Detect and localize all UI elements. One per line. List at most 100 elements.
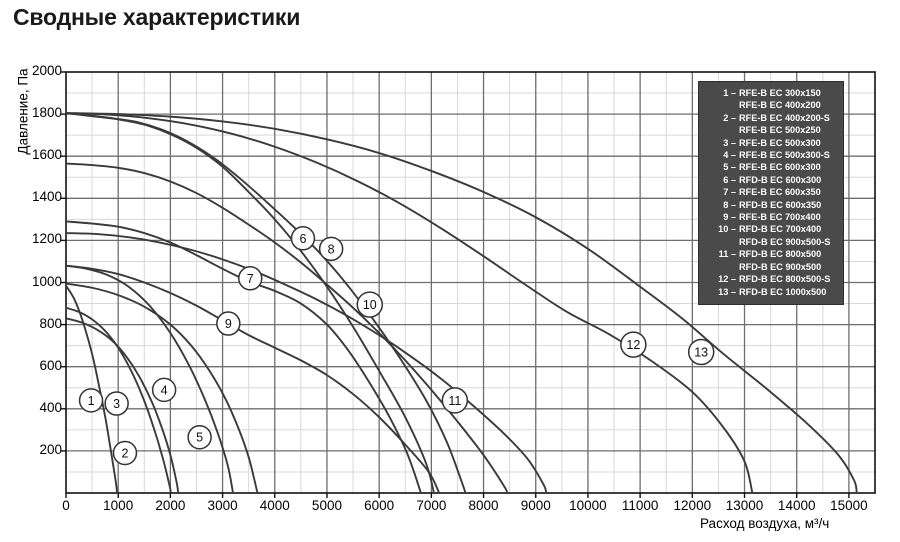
legend-item: 6 – RFD-B EC 600x300 — [705, 174, 837, 186]
legend-item-label: RFE-B EC 500x250 — [739, 125, 821, 136]
marker-6: 6 — [290, 226, 316, 251]
legend-item-number — [705, 261, 739, 273]
legend-item-number: 9 – — [723, 212, 736, 223]
curve-4 — [65, 264, 234, 494]
svg-text:9: 9 — [225, 317, 232, 331]
legend-item: 1 – RFE-B EC 300x150 — [705, 87, 837, 99]
legend-item: RFE-B EC 400x200 — [705, 99, 837, 111]
curve-7 — [65, 220, 422, 494]
x-tick-label: 6000 — [364, 498, 395, 513]
legend-item-number — [705, 236, 739, 248]
y-tick-label: 800 — [39, 315, 62, 331]
y-tick-label: 1800 — [31, 105, 62, 121]
legend-item-number: 1 – — [723, 88, 736, 98]
curve-5 — [65, 282, 259, 494]
legend-item: 7 – RFE-B EC 600x350 — [705, 186, 837, 198]
marker-10: 10 — [356, 291, 384, 318]
legend-item-label: RFD-B EC 700x400 — [739, 224, 822, 235]
legend-item-label: RFE-B EC 400x200-S — [739, 112, 830, 123]
legend-item-label: RFE-B EC 600x300 — [739, 162, 821, 173]
curve-3 — [65, 306, 172, 494]
curve-9 — [65, 264, 441, 494]
legend-item-label: RFE-B EC 600x350 — [739, 187, 821, 198]
legend-item-number — [705, 124, 739, 136]
curve-2 — [65, 317, 180, 494]
x-tick-label: 3000 — [207, 498, 238, 513]
curve-13 — [65, 112, 858, 494]
y-tick-label: 200 — [39, 441, 62, 457]
legend-item: 9 – RFE-B EC 700x400 — [705, 211, 837, 223]
legend-item-number: 13 – — [718, 286, 736, 297]
legend-item-label: RFD-B EC 900x500-S — [739, 236, 831, 247]
y-tick-label: 2000 — [31, 63, 62, 78]
legend-item-number: 7 – — [723, 187, 736, 198]
svg-text:10: 10 — [363, 298, 377, 312]
legend-item-label: RFD-B EC 900x500 — [739, 261, 822, 272]
legend-item: RFD-B EC 900x500 — [705, 261, 837, 273]
legend-item-label: RFE-B EC 500x300 — [739, 137, 821, 148]
x-tick-label: 7000 — [416, 498, 447, 513]
y-axis-tick-labels: 200 400 600 800 1000 1200 1400 1600 1800 2000 — [0, 0, 62, 542]
x-tick-label: 10000 — [569, 498, 607, 513]
marker-3: 3 — [104, 391, 129, 416]
x-tick-label: 9000 — [520, 498, 551, 513]
marker-1: 1 — [78, 388, 104, 413]
x-tick-label: 5000 — [311, 498, 342, 513]
svg-text:2: 2 — [122, 447, 129, 461]
legend-item: 11 – RFD-B EC 800x500 — [705, 248, 837, 260]
svg-text:3: 3 — [113, 397, 120, 411]
svg-text:6: 6 — [299, 232, 306, 246]
y-tick-label: 400 — [39, 399, 62, 415]
legend-item-number: 3 – — [723, 137, 736, 148]
legend-item-number: 6 – — [723, 174, 736, 185]
x-tick-label: 2000 — [155, 498, 186, 513]
x-tick-label: 14000 — [777, 498, 816, 513]
legend-item: 3 – RFE-B EC 500x300 — [705, 137, 837, 149]
legend-item-number — [705, 99, 739, 111]
legend-item-label: RFD-B EC 800x500-S — [739, 274, 831, 285]
chart-legend: 1 – RFE-B EC 300x150 RFE-B EC 400x200 2 – RF… — [698, 81, 844, 305]
x-tick-label: 4000 — [259, 498, 290, 513]
x-tick-label: 13000 — [725, 498, 764, 513]
legend-item-number: 2 – — [723, 112, 736, 123]
marker-2: 2 — [112, 440, 138, 466]
x-tick-label: 0 — [62, 498, 70, 513]
legend-item-label: RFE-B EC 400x200 — [739, 100, 821, 111]
legend-item-number: 4 – — [723, 150, 736, 161]
legend-item-label: RFE-B EC 300x150 — [739, 88, 821, 98]
legend-item: 4 – RFE-B EC 500x300-S — [705, 149, 837, 161]
axis-tick-marks — [61, 71, 850, 498]
y-axis-title: Давление, Па — [15, 68, 31, 155]
marker-11: 11 — [441, 387, 469, 414]
legend-item-number: 12 – — [718, 274, 736, 285]
legend-item-label: RFE-B EC 500x300-S — [739, 150, 830, 161]
curve-11 — [65, 232, 548, 494]
svg-text:11: 11 — [448, 394, 461, 408]
marker-5: 5 — [187, 424, 212, 450]
legend-item-label: RFD-B EC 600x350 — [739, 199, 822, 210]
y-tick-label: 1400 — [31, 189, 62, 205]
legend-item-number: 10 – — [718, 224, 736, 235]
curve-12 — [65, 112, 754, 494]
marker-12: 12 — [620, 331, 647, 358]
legend-item: 10 – RFD-B EC 700x400 — [705, 223, 837, 235]
legend-item: RFD-B EC 900x500-S — [705, 236, 837, 248]
legend-item: 12 – RFD-B EC 800x500-S — [705, 273, 837, 285]
y-tick-label: 1200 — [31, 231, 62, 247]
legend-item-number: 11 – — [718, 249, 736, 260]
svg-text:1: 1 — [88, 394, 95, 408]
svg-text:5: 5 — [196, 431, 203, 445]
marker-7: 7 — [237, 266, 263, 291]
x-tick-label: 15000 — [830, 498, 868, 513]
svg-text:13: 13 — [694, 345, 708, 359]
x-tick-label: 8000 — [468, 498, 499, 513]
legend-item: 13 – RFD-B EC 1000x500 — [705, 286, 837, 298]
svg-text:12: 12 — [626, 338, 640, 352]
legend-item-number: 5 – — [723, 162, 736, 173]
marker-13: 13 — [687, 338, 715, 366]
legend-item: 2 – RFE-B EC 400x200-S — [705, 112, 837, 124]
svg-text:8: 8 — [328, 242, 335, 256]
